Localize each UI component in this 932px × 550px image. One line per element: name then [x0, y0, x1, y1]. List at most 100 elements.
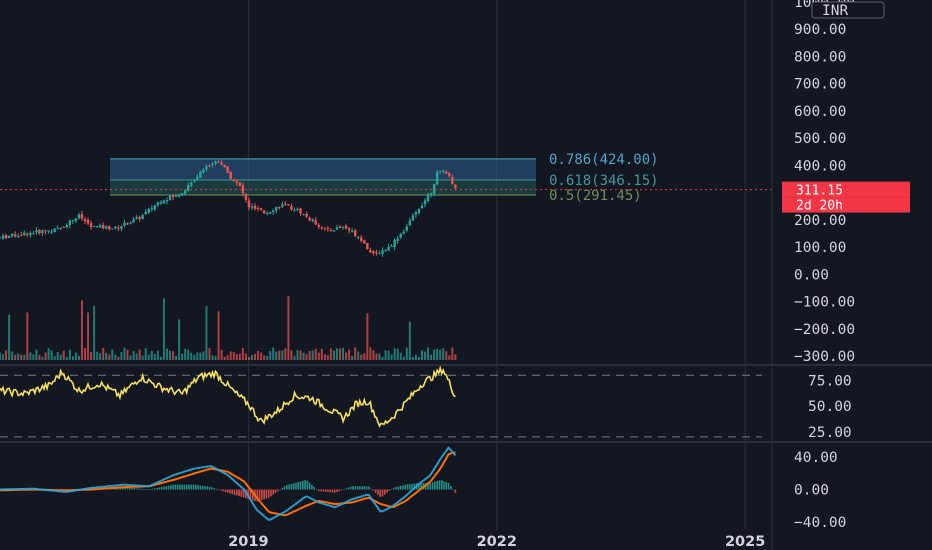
volume-bar	[214, 356, 217, 360]
candle-body	[150, 208, 153, 210]
volume-bar	[2, 354, 5, 360]
macd-histogram-bar	[133, 488, 136, 490]
macd-histogram-bar	[406, 484, 409, 490]
volume-bar	[172, 351, 175, 360]
macd-histogram-bar	[343, 489, 345, 491]
volume-bar	[254, 354, 257, 360]
macd-histogram-bar	[386, 489, 388, 493]
candle-body	[423, 200, 427, 205]
volume-bar	[424, 351, 427, 360]
time-tick-label: 2022	[477, 534, 517, 550]
candle-body	[4, 235, 8, 239]
candle-body	[29, 232, 32, 236]
macd-histogram-bar	[142, 488, 145, 490]
volume-bar	[263, 355, 266, 360]
volume-bar	[339, 348, 342, 360]
volume-bar	[29, 352, 32, 360]
candlestick-series	[0, 159, 772, 257]
candle-body	[129, 222, 132, 224]
oscillator-tick-label: 50.00	[808, 399, 852, 415]
candle-body	[187, 184, 190, 191]
volume-bar	[117, 356, 120, 360]
fib-zone-lower	[110, 180, 536, 195]
candle-body	[420, 205, 424, 209]
volume-bar	[150, 350, 153, 360]
volume-bar	[0, 352, 1, 360]
candle-body	[177, 195, 181, 197]
macd-histogram-bar	[429, 483, 432, 490]
volume-bar	[223, 356, 226, 360]
volume-bar	[257, 351, 260, 360]
macd-histogram-bar	[327, 489, 329, 493]
volume-bar	[23, 354, 26, 360]
candle-body	[180, 193, 184, 196]
candle-body	[366, 242, 369, 250]
macd-histogram-bar	[267, 489, 270, 498]
oscillator-tick-label: 25.00	[808, 425, 852, 441]
candle-body	[89, 223, 93, 228]
macd-histogram-bar	[377, 489, 379, 495]
candle-body	[50, 231, 53, 233]
macd-histogram-bar	[363, 486, 366, 490]
macd-histogram-bar	[349, 486, 352, 490]
volume-bar	[408, 321, 411, 360]
macd-histogram-bar	[213, 488, 215, 490]
candle-body	[399, 233, 402, 238]
oscillator-line	[0, 365, 456, 428]
macd-tick-label: 40.00	[794, 450, 838, 466]
volume-bar	[108, 354, 111, 360]
fib-zone-upper	[110, 158, 536, 181]
candle-body	[226, 166, 229, 173]
price-tick-label: 0.00	[794, 267, 829, 283]
macd-histogram-bar	[413, 483, 416, 490]
candle-body	[238, 182, 242, 187]
fibonacci-retracement[interactable]: 0.786(424.00) 0.618(346.15)0.5(291.45)	[110, 152, 659, 204]
volume-bar	[47, 348, 50, 360]
candle-body	[350, 231, 354, 233]
candle-body	[332, 230, 336, 232]
candle-body	[287, 204, 290, 206]
candle-body	[144, 211, 147, 214]
volume-bar	[202, 351, 205, 360]
volume-bar	[80, 300, 83, 360]
macd-histogram-bar	[131, 487, 133, 490]
macd-histogram-bar	[163, 486, 165, 490]
candle-body	[23, 232, 26, 236]
candle-body	[1, 235, 5, 239]
volume-bar	[208, 347, 211, 360]
candle-body	[305, 213, 308, 217]
macd-histogram-bar	[201, 485, 204, 490]
macd-histogram-bar	[445, 482, 448, 490]
volume-bar	[123, 347, 126, 360]
candle-body	[159, 201, 163, 204]
last-price-tag	[782, 181, 910, 198]
volume-bar	[26, 312, 29, 360]
price-axis[interactable]: 1000.00900.00800.00700.00600.00500.00400…	[794, 0, 885, 531]
macd-histogram-bar	[365, 486, 368, 490]
macd-histogram-bar	[249, 489, 252, 500]
macd-histogram-bar	[361, 486, 363, 490]
candle-body	[384, 249, 387, 251]
volume-bar	[357, 351, 360, 360]
macd-histogram-bar	[126, 487, 129, 490]
candle-body	[369, 250, 372, 253]
candle-body	[414, 211, 418, 215]
candle-body	[268, 212, 272, 214]
macd-histogram-bar	[149, 489, 152, 490]
candle-body	[299, 208, 302, 214]
price-tick-label: 400.00	[794, 158, 846, 174]
candle-body	[38, 230, 41, 234]
volume-bar	[302, 352, 305, 360]
volume-bar	[35, 349, 38, 360]
macd-histogram-bar	[128, 487, 131, 490]
volume-bar	[196, 352, 199, 360]
candle-body	[56, 228, 59, 230]
currency-badge[interactable]	[811, 1, 885, 19]
time-axis[interactable]: 2019 2022 2025	[228, 534, 765, 550]
macd-histogram-bar	[295, 482, 297, 490]
volume-bar	[384, 350, 387, 360]
macd-histogram-bar	[151, 488, 154, 490]
